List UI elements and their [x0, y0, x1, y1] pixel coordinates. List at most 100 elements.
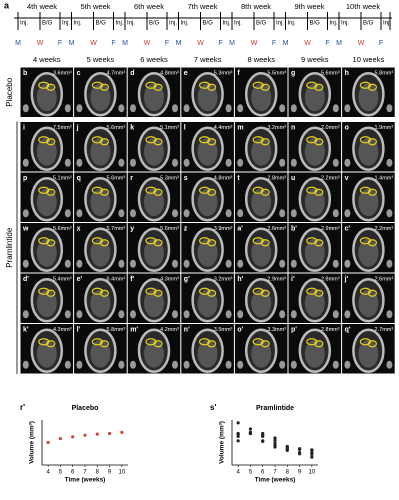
ear	[64, 310, 71, 319]
tumor-outline	[145, 186, 157, 194]
volume-label: 4.4mm³	[214, 125, 233, 131]
ear	[172, 310, 178, 319]
x-tick-label: 6	[71, 470, 75, 476]
ear	[76, 158, 83, 167]
tumor-outline	[46, 289, 56, 297]
ear	[290, 209, 297, 218]
volume-label: 2.6mm³	[375, 276, 394, 282]
panel-letter: j	[76, 124, 79, 131]
ear	[290, 310, 297, 319]
tumor-outline	[359, 186, 371, 194]
day-label: M	[176, 40, 182, 47]
data-point	[83, 433, 87, 437]
tumor-outline	[252, 287, 264, 295]
ear	[344, 360, 351, 369]
tumor-outline	[314, 138, 324, 146]
volume-label: 4.8mm³	[214, 175, 233, 181]
ear	[130, 104, 136, 113]
data-point	[310, 455, 314, 459]
day-label: F	[165, 40, 169, 47]
tumor-outline	[91, 287, 104, 295]
ear	[386, 209, 393, 218]
tumor-outline	[367, 289, 377, 297]
ear	[386, 104, 393, 113]
week-label: 10th week	[346, 2, 380, 11]
y-axis-label: Volume (mm³)	[29, 421, 36, 464]
tumor-outline	[359, 338, 371, 346]
column-header: 8 weeks	[247, 55, 275, 64]
event-label: B/G	[96, 21, 107, 27]
tumor-outline	[46, 83, 56, 91]
day-label: M	[69, 40, 75, 47]
ear	[290, 259, 297, 268]
volume-label: 1.9mm³	[375, 125, 394, 131]
tumor-outline	[91, 81, 104, 89]
panel-letter: o	[345, 124, 349, 131]
tumor-outline	[46, 138, 56, 146]
tumor-outline	[207, 138, 217, 146]
column-header: 4 weeks	[33, 55, 61, 64]
ear	[237, 209, 244, 218]
event-label: Inj.	[223, 21, 231, 27]
ear	[172, 360, 178, 369]
tumor-outline	[46, 188, 56, 196]
x-tick-label: 10	[309, 470, 316, 476]
ear	[344, 310, 351, 319]
tumor-outline	[91, 136, 104, 144]
volume-label: 1.4mm³	[375, 175, 394, 181]
ear	[130, 259, 136, 268]
group-label: Placebo	[5, 77, 14, 106]
x-tick-label: 9	[298, 470, 302, 476]
x-tick-label: 10	[119, 470, 126, 476]
tumor-outline	[367, 239, 377, 247]
ear	[118, 310, 125, 319]
column-header: 10 weeks	[353, 55, 385, 64]
tumor-outline	[153, 138, 163, 146]
tumor-outline	[46, 239, 56, 247]
event-label: Inj.	[116, 21, 124, 27]
x-tick-label: 5	[249, 470, 253, 476]
tumor-outline	[260, 340, 270, 348]
ear	[118, 259, 125, 268]
ear	[76, 310, 83, 319]
data-point	[273, 436, 277, 440]
panel-letter: n'	[184, 326, 190, 333]
tumor-outline	[91, 186, 104, 194]
event-label: Inj.	[276, 21, 284, 27]
tumor-outline	[306, 136, 318, 144]
panel-letter: g	[291, 70, 295, 77]
panel-letter: j'	[344, 276, 349, 283]
tumor-outline	[306, 237, 318, 245]
day-label: F	[272, 40, 276, 47]
tumor-outline	[153, 289, 163, 297]
tumor-outline	[199, 136, 211, 144]
volume-label: 2.8mm³	[321, 327, 340, 333]
tumor-outline	[153, 83, 163, 91]
ear	[118, 104, 125, 113]
panel-letter: h'	[237, 276, 243, 283]
data-point	[236, 433, 240, 437]
volume-label: 7.5mm³	[53, 125, 72, 131]
tumor-outline	[91, 237, 104, 245]
ear	[386, 259, 393, 268]
volume-label: 4.7mm³	[107, 70, 126, 76]
tumor-outline	[260, 138, 270, 146]
event-label: Inj.	[20, 21, 28, 27]
tumor-outline	[260, 188, 270, 196]
data-point	[120, 430, 124, 434]
data-point	[95, 432, 99, 436]
day-label: M	[229, 40, 235, 47]
data-point	[58, 436, 63, 441]
volume-label: 5.7mm³	[107, 226, 126, 232]
ear	[225, 310, 232, 319]
ear	[237, 360, 244, 369]
panel-letter: f	[237, 70, 240, 77]
tumor-outline	[359, 81, 371, 89]
day-label: M	[283, 40, 289, 47]
ear	[290, 360, 297, 369]
ear	[22, 259, 29, 268]
ear	[118, 360, 125, 369]
tumor-outline	[153, 188, 163, 196]
panel-letter: n	[291, 124, 295, 131]
